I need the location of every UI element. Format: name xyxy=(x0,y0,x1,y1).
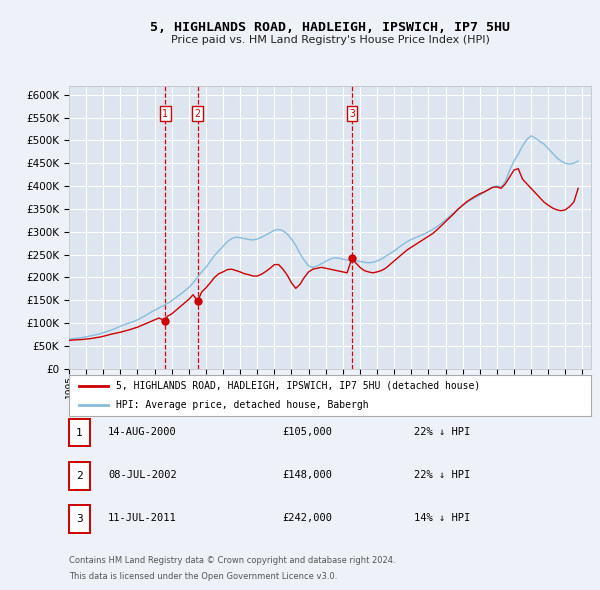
Text: 1: 1 xyxy=(162,109,168,119)
Text: 22% ↓ HPI: 22% ↓ HPI xyxy=(414,427,470,437)
Text: 1: 1 xyxy=(76,428,83,438)
Text: 14% ↓ HPI: 14% ↓ HPI xyxy=(414,513,470,523)
Text: £242,000: £242,000 xyxy=(282,513,332,523)
Text: 08-JUL-2002: 08-JUL-2002 xyxy=(108,470,177,480)
Text: 22% ↓ HPI: 22% ↓ HPI xyxy=(414,470,470,480)
Text: This data is licensed under the Open Government Licence v3.0.: This data is licensed under the Open Gov… xyxy=(69,572,337,581)
Text: 14-AUG-2000: 14-AUG-2000 xyxy=(108,427,177,437)
Text: 2: 2 xyxy=(195,109,200,119)
Text: 5, HIGHLANDS ROAD, HADLEIGH, IPSWICH, IP7 5HU (detached house): 5, HIGHLANDS ROAD, HADLEIGH, IPSWICH, IP… xyxy=(116,381,480,391)
Text: HPI: Average price, detached house, Babergh: HPI: Average price, detached house, Babe… xyxy=(116,400,368,410)
Text: 3: 3 xyxy=(76,514,83,524)
Text: Contains HM Land Registry data © Crown copyright and database right 2024.: Contains HM Land Registry data © Crown c… xyxy=(69,556,395,565)
Text: 5, HIGHLANDS ROAD, HADLEIGH, IPSWICH, IP7 5HU: 5, HIGHLANDS ROAD, HADLEIGH, IPSWICH, IP… xyxy=(150,21,510,34)
Text: Price paid vs. HM Land Registry's House Price Index (HPI): Price paid vs. HM Land Registry's House … xyxy=(170,35,490,45)
Text: 3: 3 xyxy=(349,109,355,119)
Text: 11-JUL-2011: 11-JUL-2011 xyxy=(108,513,177,523)
Text: £148,000: £148,000 xyxy=(282,470,332,480)
Text: £105,000: £105,000 xyxy=(282,427,332,437)
Text: 2: 2 xyxy=(76,471,83,481)
